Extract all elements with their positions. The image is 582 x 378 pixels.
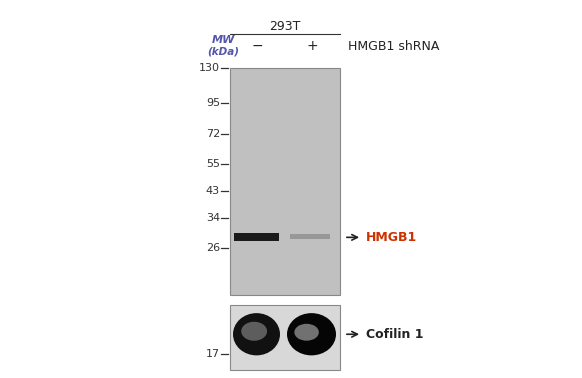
Ellipse shape: [233, 313, 280, 355]
Text: +: +: [307, 39, 318, 53]
Text: HMGB1: HMGB1: [366, 231, 417, 244]
Text: HMGB1 shRNA: HMGB1 shRNA: [348, 39, 439, 53]
Bar: [234, 233, 279, 241]
Text: −: −: [251, 39, 263, 53]
Ellipse shape: [287, 313, 336, 355]
Bar: [290, 234, 330, 239]
Text: 34: 34: [206, 213, 220, 223]
Text: 130: 130: [199, 63, 220, 73]
Text: 95: 95: [206, 98, 220, 108]
Text: MW: MW: [211, 35, 235, 45]
Text: 293T: 293T: [269, 20, 301, 33]
Bar: [230, 68, 340, 295]
Ellipse shape: [294, 324, 319, 341]
Ellipse shape: [241, 322, 267, 341]
Text: 26: 26: [206, 243, 220, 253]
Bar: [230, 305, 340, 370]
Text: 72: 72: [206, 129, 220, 139]
Text: 17: 17: [206, 349, 220, 359]
Text: Cofilin 1: Cofilin 1: [366, 328, 424, 341]
Text: 43: 43: [206, 186, 220, 197]
Text: (kDa): (kDa): [207, 47, 239, 57]
Text: 55: 55: [206, 159, 220, 169]
